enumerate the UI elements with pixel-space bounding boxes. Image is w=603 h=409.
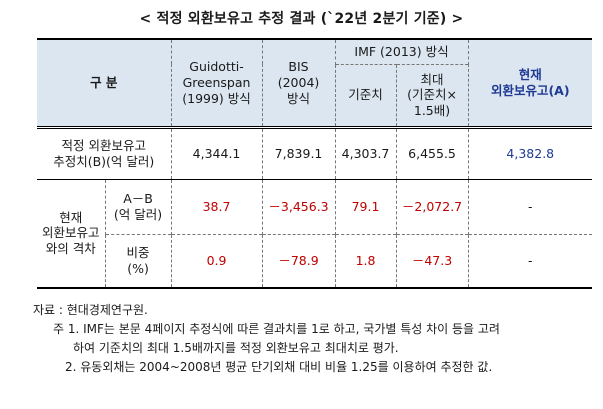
table-row: 적정 외환보유고 추정치(B)(억 달러) 4,344.1 7,839.1 4,3… bbox=[37, 125, 593, 179]
ratio-label: 비중 (%) bbox=[104, 233, 172, 289]
estimate-imf-base: 4,303.7 bbox=[334, 125, 397, 179]
note-2: 2. 유동외채는 2004~2008년 평균 단기외채 대비 비율 1.25를 … bbox=[65, 360, 493, 374]
estimate-current: 4,382.8 bbox=[467, 125, 593, 179]
gap-label: 현재 외환보유고 와의 격차 bbox=[37, 178, 105, 289]
ratio-imf-max: －47.3 bbox=[395, 233, 469, 289]
note-1b: 하여 기준치의 최대 1.5배까지를 적정 외환보유고 최대치로 평가. bbox=[73, 341, 399, 355]
ab-label: A－B (억 달러) bbox=[104, 178, 172, 234]
estimate-bis: 7,839.1 bbox=[261, 125, 336, 179]
imf-max-header: 최대 (기준치× 1.5배) bbox=[395, 63, 469, 127]
ab-current: - bbox=[467, 178, 593, 234]
estimate-row-label: 적정 외환보유고 추정치(B)(억 달러) bbox=[37, 125, 172, 179]
source-note: 자료 : 현대경제연구원. bbox=[33, 303, 148, 317]
footnotes: 자료 : 현대경제연구원. 주 1. IMF는 본문 4페이지 추정식에 따른 … bbox=[33, 301, 500, 377]
imf-header: IMF (2013) 방식 bbox=[334, 38, 469, 64]
ab-bis: －3,456.3 bbox=[261, 178, 336, 234]
current-reserve-header: 현재 외환보유고(A) bbox=[467, 38, 593, 127]
note-1a: 주 1. IMF는 본문 4페이지 추정식에 따른 결과치를 1로 하고, 국가… bbox=[53, 322, 500, 336]
imf-base-header: 기준치 bbox=[334, 63, 397, 127]
ratio-imf-base: 1.8 bbox=[334, 233, 397, 289]
ratio-current: - bbox=[467, 233, 593, 289]
category-header: 구 분 bbox=[37, 38, 172, 127]
estimate-imf-max: 6,455.5 bbox=[395, 125, 469, 179]
ratio-guidotti: 0.9 bbox=[170, 233, 263, 289]
bis-header: BIS (2004) 방식 bbox=[261, 38, 336, 127]
ab-imf-base: 79.1 bbox=[334, 178, 397, 234]
ab-guidotti: 38.7 bbox=[170, 178, 263, 234]
table-row: 현재 외환보유고 와의 격차 A－B (억 달러) 38.7 －3,456.3 79.… bbox=[37, 178, 593, 289]
estimate-guidotti: 4,344.1 bbox=[170, 125, 263, 179]
ab-imf-max: －2,072.7 bbox=[395, 178, 469, 234]
ratio-bis: －78.9 bbox=[261, 233, 336, 289]
reserve-estimate-table: 구 분 Guidotti- Greenspan (1999) 방식 BIS (2004… bbox=[37, 38, 593, 289]
guidotti-header: Guidotti- Greenspan (1999) 방식 bbox=[170, 38, 263, 127]
table-title: < 적정 외환보유고 추정 결과 (`22년 2분기 기준) > bbox=[139, 11, 464, 27]
table-row: 비중 (%) 0.9 －78.9 1.8 －47.3 - bbox=[37, 233, 593, 289]
